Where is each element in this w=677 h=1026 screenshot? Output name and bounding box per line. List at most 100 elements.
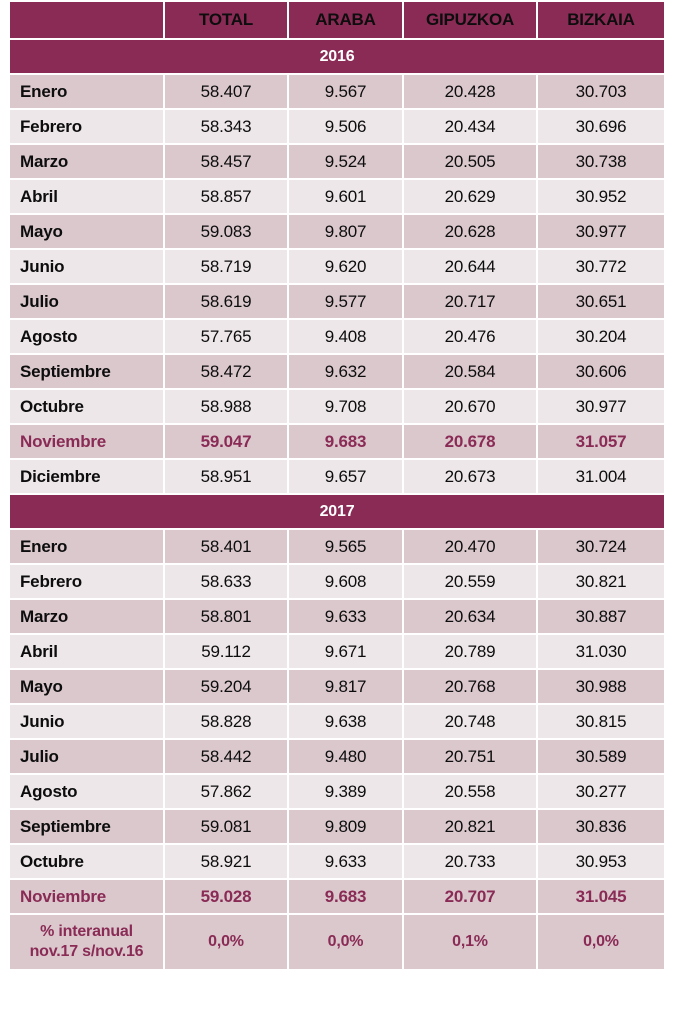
- araba-value: 9.601: [289, 180, 404, 215]
- header-corner: [10, 2, 165, 40]
- total-value: 58.719: [165, 250, 289, 285]
- araba-change: 0,0%: [289, 915, 404, 971]
- araba-value: 9.683: [289, 425, 404, 460]
- year-label: 2016: [10, 40, 664, 75]
- total-value: 59.204: [165, 670, 289, 705]
- gipuzkoa-value: 20.733: [404, 845, 538, 880]
- bizkaia-value: 30.277: [538, 775, 664, 810]
- summary-label-line1: % interanual: [40, 923, 133, 940]
- month-label: Marzo: [10, 600, 165, 635]
- araba-value: 9.708: [289, 390, 404, 425]
- total-value: 58.988: [165, 390, 289, 425]
- gipuzkoa-value: 20.821: [404, 810, 538, 845]
- gipuzkoa-value: 20.789: [404, 635, 538, 670]
- total-value: 58.921: [165, 845, 289, 880]
- total-value: 58.801: [165, 600, 289, 635]
- araba-value: 9.633: [289, 600, 404, 635]
- gipuzkoa-value: 20.634: [404, 600, 538, 635]
- table-row: Junio 58.828 9.638 20.748 30.815: [10, 705, 664, 740]
- araba-value: 9.524: [289, 145, 404, 180]
- month-label: Abril: [10, 180, 165, 215]
- header-total: TOTAL: [165, 2, 289, 40]
- month-label: Julio: [10, 740, 165, 775]
- month-label: Noviembre: [10, 425, 165, 460]
- table-row: Julio 58.619 9.577 20.717 30.651: [10, 285, 664, 320]
- month-label: Junio: [10, 250, 165, 285]
- month-label: Julio: [10, 285, 165, 320]
- bizkaia-value: 30.651: [538, 285, 664, 320]
- total-value: 58.407: [165, 75, 289, 110]
- araba-value: 9.408: [289, 320, 404, 355]
- header-araba: ARABA: [289, 2, 404, 40]
- summary-label: % interanual nov.17 s/nov.16: [10, 915, 165, 971]
- month-label: Diciembre: [10, 460, 165, 495]
- total-value: 57.765: [165, 320, 289, 355]
- total-value: 57.862: [165, 775, 289, 810]
- header-bizkaia: BIZKAIA: [538, 2, 664, 40]
- bizkaia-value: 30.977: [538, 390, 664, 425]
- month-label: Febrero: [10, 565, 165, 600]
- table-row: Noviembre 59.028 9.683 20.707 31.045: [10, 880, 664, 915]
- month-label: Septiembre: [10, 810, 165, 845]
- table-row: Marzo 58.801 9.633 20.634 30.887: [10, 600, 664, 635]
- total-value: 58.401: [165, 530, 289, 565]
- month-label: Agosto: [10, 775, 165, 810]
- bizkaia-value: 30.696: [538, 110, 664, 145]
- month-label: Enero: [10, 75, 165, 110]
- month-label: Septiembre: [10, 355, 165, 390]
- table-row: Abril 59.112 9.671 20.789 31.030: [10, 635, 664, 670]
- table-row: Julio 58.442 9.480 20.751 30.589: [10, 740, 664, 775]
- bizkaia-value: 30.724: [538, 530, 664, 565]
- gipuzkoa-value: 20.678: [404, 425, 538, 460]
- gipuzkoa-value: 20.717: [404, 285, 538, 320]
- total-value: 58.633: [165, 565, 289, 600]
- table-row: Abril 58.857 9.601 20.629 30.952: [10, 180, 664, 215]
- araba-value: 9.565: [289, 530, 404, 565]
- gipuzkoa-value: 20.505: [404, 145, 538, 180]
- table-row: Mayo 59.204 9.817 20.768 30.988: [10, 670, 664, 705]
- bizkaia-value: 30.204: [538, 320, 664, 355]
- gipuzkoa-value: 20.768: [404, 670, 538, 705]
- bizkaia-value: 30.606: [538, 355, 664, 390]
- total-value: 58.343: [165, 110, 289, 145]
- araba-value: 9.657: [289, 460, 404, 495]
- gipuzkoa-value: 20.584: [404, 355, 538, 390]
- total-value: 58.857: [165, 180, 289, 215]
- araba-value: 9.817: [289, 670, 404, 705]
- gipuzkoa-value: 20.558: [404, 775, 538, 810]
- table-row: Agosto 57.765 9.408 20.476 30.204: [10, 320, 664, 355]
- total-value: 59.112: [165, 635, 289, 670]
- bizkaia-value: 30.703: [538, 75, 664, 110]
- araba-value: 9.620: [289, 250, 404, 285]
- table-row: Octubre 58.921 9.633 20.733 30.953: [10, 845, 664, 880]
- month-label: Febrero: [10, 110, 165, 145]
- summary-label-line2: nov.17 s/nov.16: [29, 943, 144, 960]
- month-label: Junio: [10, 705, 165, 740]
- total-value: 58.442: [165, 740, 289, 775]
- bizkaia-value: 30.836: [538, 810, 664, 845]
- araba-value: 9.683: [289, 880, 404, 915]
- table-row: Agosto 57.862 9.389 20.558 30.277: [10, 775, 664, 810]
- table-row: Febrero 58.343 9.506 20.434 30.696: [10, 110, 664, 145]
- total-value: 58.472: [165, 355, 289, 390]
- araba-value: 9.633: [289, 845, 404, 880]
- month-label: Enero: [10, 530, 165, 565]
- araba-value: 9.632: [289, 355, 404, 390]
- month-label: Octubre: [10, 390, 165, 425]
- gipuzkoa-value: 20.673: [404, 460, 538, 495]
- araba-value: 9.809: [289, 810, 404, 845]
- bizkaia-value: 30.738: [538, 145, 664, 180]
- bizkaia-value: 31.030: [538, 635, 664, 670]
- total-value: 58.951: [165, 460, 289, 495]
- bizkaia-value: 30.815: [538, 705, 664, 740]
- araba-value: 9.638: [289, 705, 404, 740]
- table-row: Enero 58.407 9.567 20.428 30.703: [10, 75, 664, 110]
- bizkaia-value: 31.004: [538, 460, 664, 495]
- gipuzkoa-value: 20.476: [404, 320, 538, 355]
- gipuzkoa-value: 20.428: [404, 75, 538, 110]
- year-row: 2017: [10, 495, 664, 530]
- araba-value: 9.567: [289, 75, 404, 110]
- month-label: Mayo: [10, 670, 165, 705]
- total-value: 58.619: [165, 285, 289, 320]
- araba-value: 9.506: [289, 110, 404, 145]
